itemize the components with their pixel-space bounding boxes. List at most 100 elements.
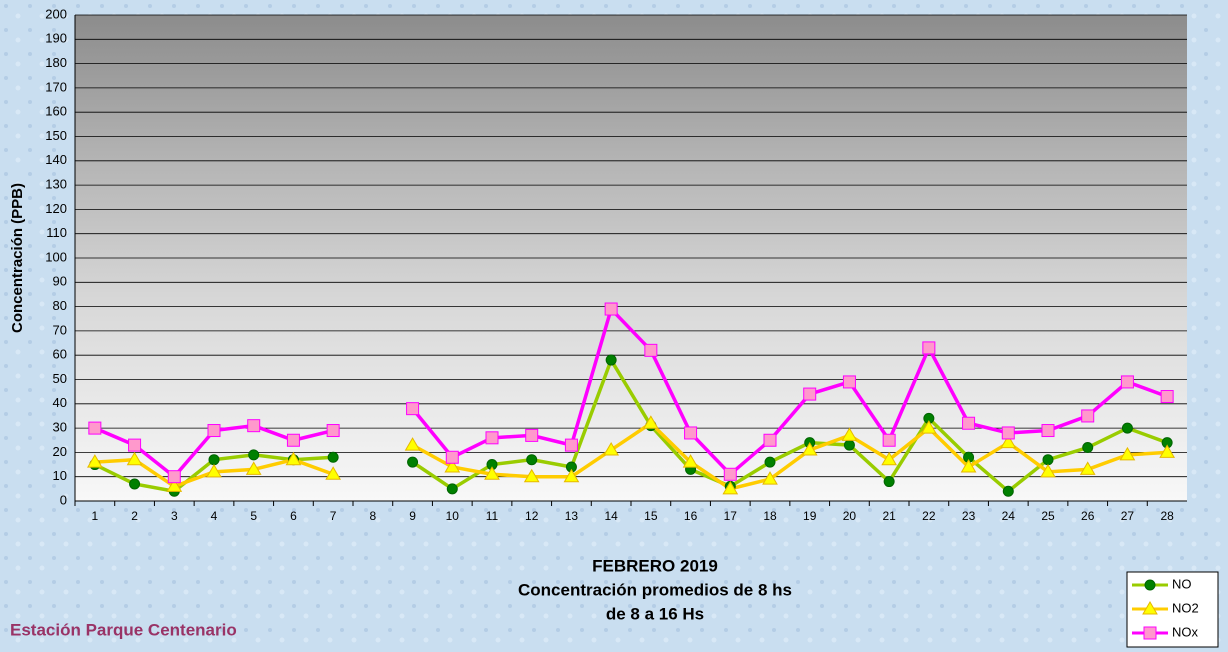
marker <box>168 471 180 483</box>
x-tick-label: 11 <box>486 509 499 523</box>
y-tick-label: 170 <box>45 79 67 94</box>
y-tick-label: 30 <box>53 420 67 435</box>
x-tick-label: 18 <box>763 509 777 523</box>
marker <box>724 468 736 480</box>
y-tick-label: 10 <box>53 468 67 483</box>
x-tick-label: 27 <box>1121 509 1135 523</box>
y-tick-label: 160 <box>45 104 67 119</box>
marker <box>883 434 895 446</box>
marker <box>1043 455 1053 465</box>
marker <box>1083 443 1093 453</box>
y-tick-label: 180 <box>45 55 67 70</box>
x-tick-label: 17 <box>724 509 738 523</box>
marker <box>605 303 617 315</box>
y-tick-label: 40 <box>53 395 67 410</box>
x-tick-label: 23 <box>962 509 976 523</box>
marker <box>209 455 219 465</box>
marker <box>446 451 458 463</box>
marker <box>606 355 616 365</box>
x-tick-label: 21 <box>882 509 896 523</box>
marker <box>764 434 776 446</box>
marker <box>447 484 457 494</box>
x-tick-label: 22 <box>922 509 936 523</box>
marker <box>1003 486 1013 496</box>
x-tick-label: 8 <box>370 509 377 523</box>
y-tick-label: 50 <box>53 371 67 386</box>
marker <box>884 477 894 487</box>
station-label: Estación Parque Centenario <box>10 620 237 639</box>
marker <box>1082 410 1094 422</box>
y-tick-label: 140 <box>45 152 67 167</box>
x-tick-label: 12 <box>525 509 539 523</box>
x-tick-label: 7 <box>330 509 337 523</box>
x-tick-label: 26 <box>1081 509 1095 523</box>
x-tick-label: 3 <box>171 509 178 523</box>
y-tick-label: 20 <box>53 444 67 459</box>
y-tick-label: 60 <box>53 347 67 362</box>
chart-title: FEBRERO 2019 <box>592 556 718 575</box>
marker <box>1042 425 1054 437</box>
y-tick-label: 70 <box>53 322 67 337</box>
x-tick-label: 4 <box>211 509 218 523</box>
marker <box>565 439 577 451</box>
x-tick-label: 20 <box>843 509 857 523</box>
x-tick-label: 1 <box>92 509 99 523</box>
x-tick-label: 14 <box>604 509 618 523</box>
marker <box>1122 423 1132 433</box>
marker <box>287 434 299 446</box>
x-tick-label: 15 <box>644 509 658 523</box>
chart-subtitle: de 8 a 16 Hs <box>606 604 704 623</box>
marker <box>328 452 338 462</box>
y-axis-label: Concentración (PPB) <box>9 183 26 333</box>
legend-marker <box>1145 580 1155 590</box>
chart-subtitle: Concentración promedios de 8 hs <box>518 580 792 599</box>
y-tick-label: 150 <box>45 128 67 143</box>
x-tick-label: 28 <box>1160 509 1174 523</box>
x-tick-label: 25 <box>1041 509 1055 523</box>
y-tick-label: 100 <box>45 249 67 264</box>
marker <box>645 344 657 356</box>
x-tick-label: 2 <box>131 509 138 523</box>
y-tick-label: 190 <box>45 31 67 46</box>
marker <box>248 420 260 432</box>
marker <box>843 376 855 388</box>
marker <box>208 425 220 437</box>
marker <box>527 455 537 465</box>
marker <box>1002 427 1014 439</box>
legend-marker <box>1144 627 1156 639</box>
x-tick-label: 6 <box>290 509 297 523</box>
y-tick-label: 200 <box>45 6 67 21</box>
x-tick-label: 24 <box>1002 509 1016 523</box>
marker <box>526 429 538 441</box>
marker <box>130 479 140 489</box>
marker <box>327 425 339 437</box>
x-tick-label: 19 <box>803 509 817 523</box>
marker <box>249 450 259 460</box>
x-tick-label: 16 <box>684 509 698 523</box>
marker <box>1121 376 1133 388</box>
marker <box>844 440 854 450</box>
marker <box>407 403 419 415</box>
marker <box>804 388 816 400</box>
marker <box>486 432 498 444</box>
marker <box>685 427 697 439</box>
x-tick-label: 9 <box>409 509 416 523</box>
marker <box>1161 391 1173 403</box>
marker <box>923 342 935 354</box>
legend-label: NO <box>1172 576 1192 591</box>
legend-label: NO2 <box>1172 600 1199 615</box>
page: Concentración (PPB) FEBRERO 2019 Concent… <box>0 0 1228 652</box>
y-tick-label: 120 <box>45 201 67 216</box>
x-tick-label: 13 <box>565 509 579 523</box>
chart: Concentración (PPB) FEBRERO 2019 Concent… <box>0 0 1228 652</box>
marker <box>129 439 141 451</box>
y-tick-label: 90 <box>53 274 67 289</box>
marker <box>963 417 975 429</box>
x-tick-label: 5 <box>250 509 257 523</box>
y-tick-label: 110 <box>46 225 67 240</box>
y-tick-label: 130 <box>45 177 67 192</box>
marker <box>408 457 418 467</box>
y-tick-label: 80 <box>53 298 67 313</box>
legend-label: NOx <box>1172 624 1199 639</box>
marker <box>89 422 101 434</box>
